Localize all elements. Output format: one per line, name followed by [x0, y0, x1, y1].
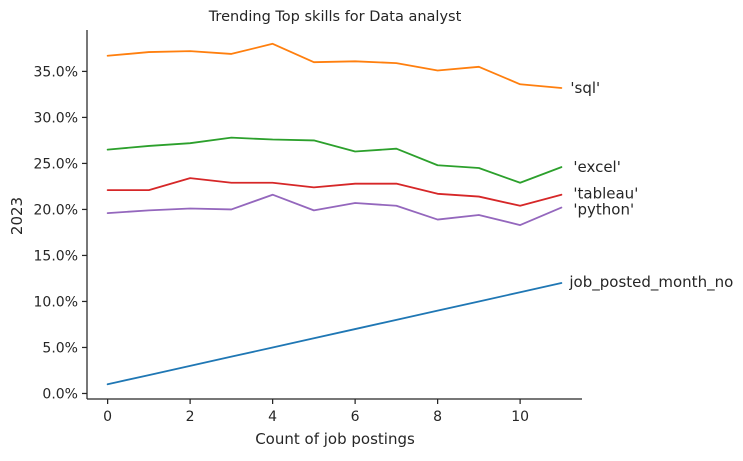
y-tick-label: 30.0% — [34, 110, 78, 126]
series-line-job-posted-month-no — [106, 282, 563, 386]
x-tick-label: 4 — [268, 409, 277, 425]
series-label-tableau: 'tableau' — [573, 185, 638, 203]
y-tick-label: 35.0% — [34, 64, 78, 80]
y-axis-label: 2023 — [8, 197, 26, 235]
y-tick-label: 0.0% — [42, 386, 78, 402]
x-tick-label: 8 — [433, 409, 442, 425]
y-tick-label: 10.0% — [34, 294, 78, 310]
series-line-python — [106, 193, 563, 226]
series-line-sql — [106, 42, 563, 89]
series-label-job-posted-month-no: job_posted_month_no — [568, 273, 733, 292]
y-tick-label: 15.0% — [34, 248, 78, 264]
x-tick-label: 10 — [511, 409, 529, 425]
y-tick-label: 25.0% — [34, 156, 78, 172]
x-tick-label: 6 — [351, 409, 360, 425]
series-label-excel: 'excel' — [573, 158, 620, 176]
series-label-sql: 'sql' — [570, 79, 600, 97]
series-label-python: 'python' — [573, 201, 634, 219]
series-line-excel — [106, 136, 563, 184]
plot-area: 0 2 4 6 8 10 0.0% 5.0% 10.0% 15.0% 20.0% 25.0% 30.0%… — [34, 30, 733, 425]
chart-title: Trending Top skills for Data analyst — [208, 9, 462, 25]
x-tick-label: 0 — [103, 409, 112, 425]
y-tick-label: 20.0% — [34, 202, 78, 218]
x-axis-label: Count of job postings — [255, 430, 415, 448]
x-tick-label: 2 — [186, 409, 195, 425]
y-tick-label: 5.0% — [42, 340, 78, 356]
series-line-tableau — [106, 177, 563, 207]
